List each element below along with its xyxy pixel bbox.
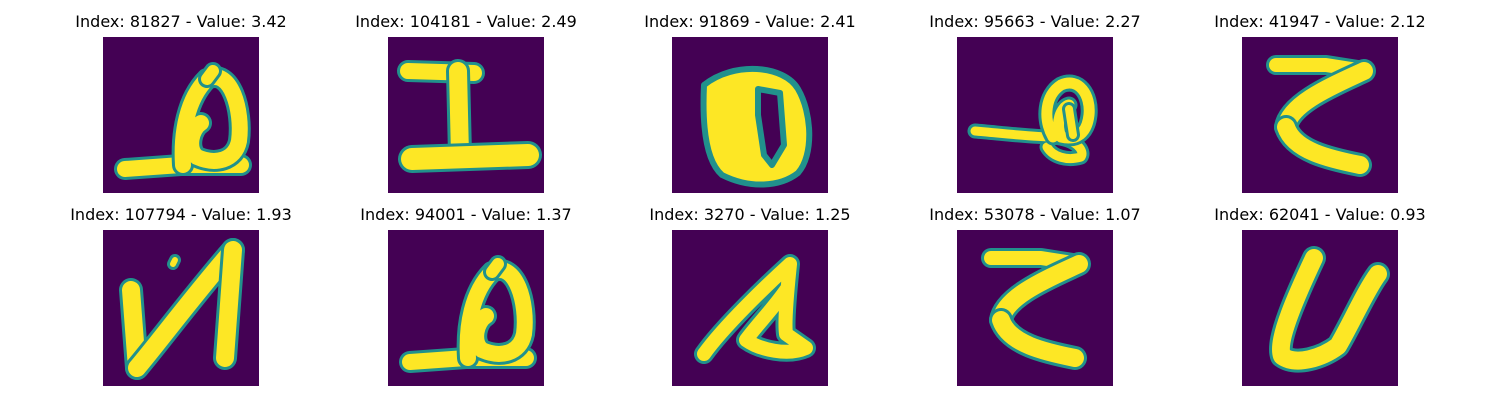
glyph-heatmap (388, 37, 544, 193)
glyph-heatmap (957, 230, 1113, 386)
glyph-heatmap (388, 230, 544, 386)
image-panel (672, 37, 828, 193)
image-panel (103, 230, 259, 386)
image-panel (388, 37, 544, 193)
glyph-stroke (128, 241, 242, 377)
glyph-stroke (486, 258, 504, 278)
glyph-stroke (697, 257, 813, 361)
image-panel (957, 230, 1113, 386)
glyph-stroke (201, 65, 219, 85)
panel-title: Index: 3270 - Value: 1.25 (649, 205, 851, 224)
image-panel (672, 230, 828, 386)
panel-title: Index: 62041 - Value: 0.93 (1214, 205, 1426, 224)
image-panel (1242, 230, 1398, 386)
panel-title: Index: 94001 - Value: 1.37 (360, 205, 572, 224)
glyph-stroke (1065, 105, 1077, 139)
glyph-heatmap (1242, 37, 1398, 193)
image-panel (103, 37, 259, 193)
glyph-stroke (174, 69, 248, 173)
glyph-stroke (1041, 77, 1095, 144)
image-panel (1242, 37, 1398, 193)
panel-title: Index: 95663 - Value: 2.27 (929, 12, 1141, 31)
glyph-stroke (459, 262, 533, 366)
glyph-heatmap (103, 37, 259, 193)
glyph-stroke (1277, 118, 1369, 174)
panel-title: Index: 81827 - Value: 3.42 (75, 12, 287, 31)
panel-title: Index: 107794 - Value: 1.93 (70, 205, 292, 224)
glyph-stroke (170, 257, 178, 267)
glyph-heatmap (103, 230, 259, 386)
image-panel (957, 37, 1113, 193)
glyph-stroke (992, 311, 1084, 367)
glyph-heatmap (957, 37, 1113, 193)
glyph-stroke (755, 86, 787, 168)
panel-title: Index: 53078 - Value: 1.07 (929, 205, 1141, 224)
panel-title: Index: 41947 - Value: 2.12 (1214, 12, 1426, 31)
panel-title: Index: 104181 - Value: 2.49 (355, 12, 577, 31)
glyph-heatmap (1242, 230, 1398, 386)
glyph-stroke (401, 144, 539, 170)
panel-title: Index: 91869 - Value: 2.41 (644, 12, 856, 31)
glyph-heatmap (672, 37, 828, 193)
glyph-stroke (1272, 249, 1387, 370)
glyph-stroke (700, 65, 813, 188)
glyph-heatmap (672, 230, 828, 386)
glyph-stroke (449, 62, 469, 164)
image-panel (388, 230, 544, 386)
glyph-stroke (216, 241, 242, 367)
